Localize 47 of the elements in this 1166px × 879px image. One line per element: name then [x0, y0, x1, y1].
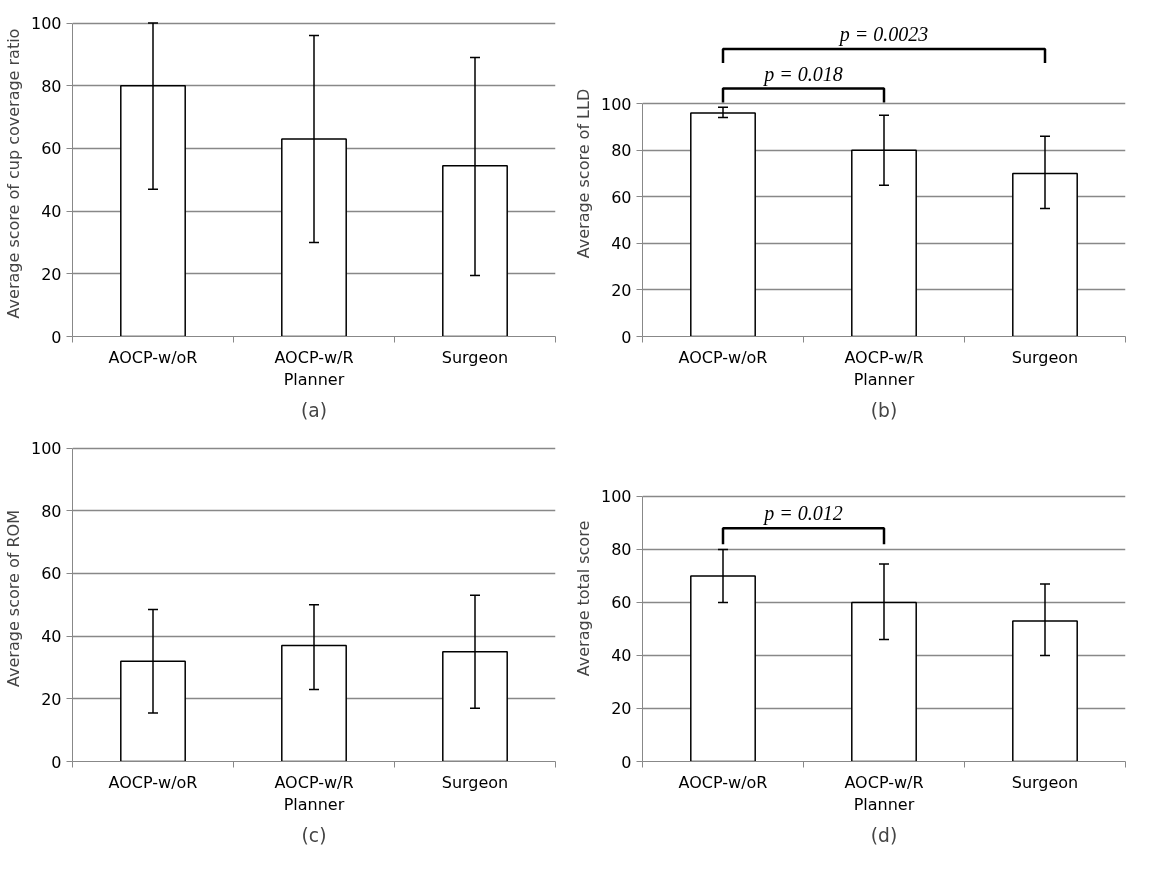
y-tick-label: 0: [51, 752, 62, 772]
text: p = 0.0023: [837, 23, 929, 47]
y-tick-label: 60: [41, 139, 62, 159]
x-tick-label: AOCP-w/oR: [108, 347, 198, 367]
text: (a): [301, 399, 328, 421]
x-tick-label: Surgeon: [441, 772, 509, 792]
x-tick-label: AOCP-w/R Planner: [274, 347, 354, 390]
y-tick-label: 100: [600, 487, 632, 507]
y-axis-title: Average score of cup coverage ratio: [3, 28, 23, 319]
y-axis-title: Average total score: [573, 520, 593, 677]
y-tick-label: 100: [30, 14, 62, 34]
y-tick-label: 0: [621, 752, 632, 772]
y-tick-label: 20: [611, 699, 632, 719]
x-tick-label: AOCP-w/oR: [678, 772, 768, 792]
annotation: p = 0.012: [762, 502, 843, 526]
y-tick-label: 20: [41, 264, 62, 284]
y-axis-title: Average score of LLD: [573, 88, 593, 259]
y-tick-label: 80: [41, 76, 62, 96]
y-tick-label: 20: [611, 280, 632, 300]
x-tick-label: Surgeon: [441, 347, 509, 367]
y-axis-title: Average score of ROM: [3, 510, 23, 687]
x-tick-label: Surgeon: [1011, 347, 1079, 367]
text: (c): [301, 824, 327, 846]
x-tick-label: Surgeon: [1011, 772, 1079, 792]
x-tick-label: AOCP-w/oR: [108, 772, 198, 792]
y-tick-label: 60: [611, 187, 632, 207]
y-tick-label: 100: [30, 439, 62, 459]
x-tick-label: AOCP-w/R Planner: [844, 347, 924, 390]
y-tick-label: 20: [41, 689, 62, 709]
x-tick-label: AOCP-w/oR: [678, 347, 768, 367]
y-tick-label: 0: [51, 327, 62, 347]
x-tick-label: AOCP-w/R Planner: [844, 772, 924, 815]
text: (b): [870, 399, 898, 421]
y-tick-label: 40: [41, 627, 62, 647]
text: p = 0.018: [762, 63, 843, 87]
y-tick-label: 80: [611, 141, 632, 161]
text: (d): [870, 824, 898, 846]
y-tick-label: 40: [41, 202, 62, 222]
y-tick-label: 60: [611, 593, 632, 613]
y-tick-label: 100: [600, 94, 632, 114]
y-tick-label: 40: [611, 234, 632, 254]
y-tick-label: 60: [41, 564, 62, 584]
x-tick-label: AOCP-w/R Planner: [274, 772, 354, 815]
y-tick-label: 0: [621, 327, 632, 347]
y-tick-label: 80: [41, 501, 62, 521]
y-tick-label: 40: [611, 646, 632, 666]
y-tick-label: 80: [611, 540, 632, 560]
